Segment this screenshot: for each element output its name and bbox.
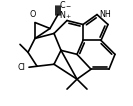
- Text: +: +: [65, 14, 70, 19]
- Text: N: N: [59, 11, 65, 20]
- Text: NH: NH: [99, 10, 111, 19]
- Text: −: −: [65, 4, 70, 9]
- Text: O: O: [30, 10, 36, 19]
- Text: Cl: Cl: [17, 63, 25, 72]
- Text: C: C: [59, 1, 65, 10]
